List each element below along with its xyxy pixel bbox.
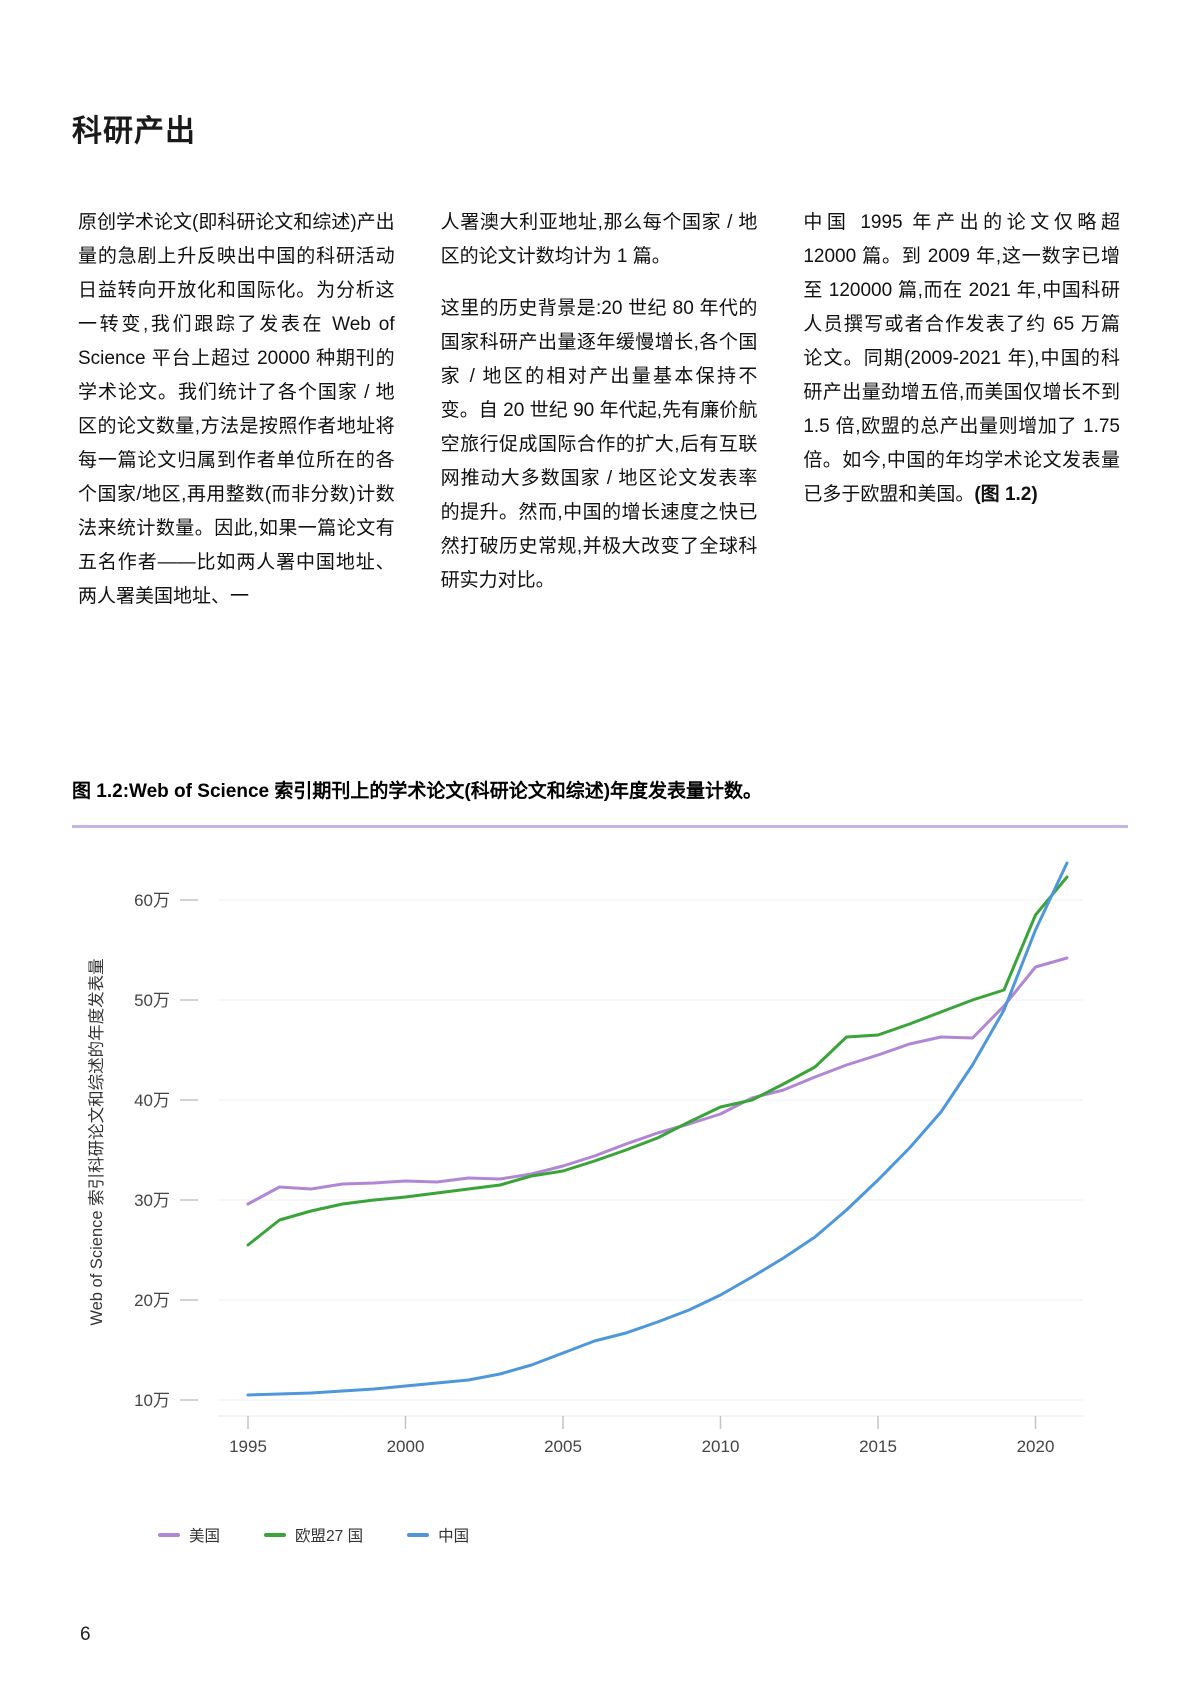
legend-item-eu27: 欧盟27 国 [264, 1524, 363, 1546]
paragraph: 原创学术论文(即科研论文和综述)产出量的急剧上升反映出中国的科研活动日益转向开放… [78, 212, 395, 607]
figure-caption: 图 1.2:Web of Science 索引期刊上的学术论文(科研论文和综述)… [72, 781, 763, 802]
y-tick-label: 30万 [134, 1191, 170, 1210]
body-text-columns: 原创学术论文(即科研论文和综述)产出量的急剧上升反映出中国的科研活动日益转向开放… [78, 206, 1120, 614]
y-axis-title-wrap: Web of Science 索引科研论文和综述的年度发表量 [72, 838, 118, 1498]
page-number: 6 [80, 1624, 91, 1645]
legend-label-eu27: 欧盟27 国 [295, 1528, 364, 1545]
paragraph-text: 中国 1995 年产出的论文仅略超 12000 篇。到 2009 年,这一数字已… [803, 212, 1120, 505]
x-tick-label: 2020 [1017, 1437, 1055, 1456]
chart-legend: 美国 欧盟27 国 中国 [158, 1524, 1128, 1546]
y-tick-label: 60万 [134, 891, 170, 910]
x-tick-label: 2010 [702, 1437, 740, 1456]
legend-label-us: 美国 [189, 1528, 221, 1545]
y-tick-label: 10万 [134, 1391, 170, 1410]
legend-swatch-us [158, 1533, 180, 1537]
legend-item-us: 美国 [158, 1524, 220, 1546]
chart-line-us [246, 956, 1069, 1206]
x-tick-label: 1995 [229, 1437, 267, 1456]
text-column-3: 中国 1995 年产出的论文仅略超 12000 篇。到 2009 年,这一数字已… [803, 206, 1120, 614]
figure-reference: (图 1.2) [974, 484, 1038, 505]
y-tick-label: 20万 [134, 1291, 170, 1310]
x-tick-label: 2015 [859, 1437, 897, 1456]
chart-line-china [246, 861, 1069, 1397]
text-column-1: 原创学术论文(即科研论文和综述)产出量的急剧上升反映出中国的科研活动日益转向开放… [78, 206, 395, 614]
legend-swatch-china [407, 1533, 430, 1537]
y-tick-label: 40万 [134, 1091, 170, 1110]
text-column-2: 人署澳大利亚地址,那么每个国家 / 地区的论文计数均计为 1 篇。 这里的历史背… [441, 206, 758, 614]
x-tick-label: 2000 [387, 1437, 425, 1456]
chart-line-eu27 [246, 875, 1069, 1247]
y-axis-title: Web of Science 索引科研论文和综述的年度发表量 [88, 957, 106, 1326]
caption-divider-rule [72, 825, 1128, 828]
x-tick-label: 2005 [544, 1437, 582, 1456]
page-title: 科研产出 [72, 115, 196, 148]
chart-area: Web of Science 索引科研论文和综述的年度发表量 10万 20万 30万… [72, 838, 1128, 1498]
line-chart-svg: 10万 20万 30万 40万 50万 60万 1995 2000 2005 2010 2015 20… [134, 861, 1083, 1456]
paragraph: 人署澳大利亚地址,那么每个国家 / 地区的论文计数均计为 1 篇。 [440, 212, 758, 267]
y-tick-label: 50万 [134, 991, 170, 1010]
paragraph: 中国 1995 年产出的论文仅略超 12000 篇。到 2009 年,这一数字已… [803, 206, 1120, 512]
figure-1-2: 图 1.2:Web of Science 索引期刊上的学术论文(科研论文和综述)… [72, 776, 1128, 1546]
paragraph: 这里的历史背景是:20 世纪 80 年代的国家科研产出量逐年缓慢增长,各个国家 … [440, 298, 758, 591]
legend-item-china: 中国 [407, 1524, 469, 1546]
legend-label-china: 中国 [438, 1528, 470, 1545]
legend-swatch-eu27 [264, 1533, 287, 1537]
